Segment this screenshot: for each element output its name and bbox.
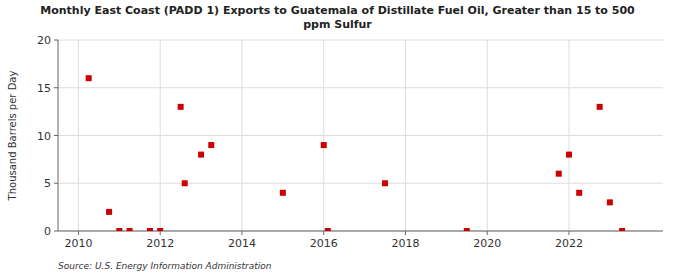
x-tick-label: 2016 xyxy=(310,237,338,250)
x-tick xyxy=(241,231,242,235)
y-grid-line xyxy=(58,183,663,184)
y-tick-label: 15 xyxy=(37,82,51,95)
chart-svg: Monthly East Coast (PADD 1) Exports to G… xyxy=(0,0,675,275)
title-line: ppm Sulfur xyxy=(303,18,372,31)
x-tick xyxy=(405,231,406,235)
title-line: Monthly East Coast (PADD 1) Exports to G… xyxy=(40,4,635,17)
y-tick-label: 20 xyxy=(37,34,51,47)
point xyxy=(178,104,184,110)
x-tick-label: 2018 xyxy=(391,237,419,250)
y-grid-line xyxy=(58,40,663,41)
point xyxy=(106,209,112,215)
point xyxy=(208,142,214,148)
y-axis-label: Thousand Barrels per Day xyxy=(7,71,18,202)
point xyxy=(198,152,204,158)
x-tick xyxy=(78,231,79,235)
point xyxy=(464,228,470,231)
point xyxy=(325,228,331,231)
background xyxy=(0,0,675,275)
point xyxy=(382,180,388,186)
source-note: Source: U.S. Energy Information Administ… xyxy=(58,261,272,271)
point xyxy=(86,75,92,81)
grid xyxy=(58,40,663,231)
points xyxy=(86,75,625,231)
point xyxy=(157,228,163,231)
x-tick-label: 2020 xyxy=(473,237,501,250)
y-tick xyxy=(54,135,58,136)
point xyxy=(597,104,603,110)
point xyxy=(321,142,327,148)
axes: 2010 2012 2014 2016 2018 2020 2022 0 5 10 15 20 xyxy=(37,34,663,250)
x-tick-label: 2014 xyxy=(228,237,256,250)
point xyxy=(607,199,613,205)
point xyxy=(147,228,153,231)
point xyxy=(576,190,582,196)
y-grid-line xyxy=(58,87,663,88)
y-tick-label: 0 xyxy=(44,225,51,238)
y-tick-label: 10 xyxy=(37,130,51,143)
y-tick xyxy=(54,40,58,41)
point xyxy=(182,180,188,186)
y-grid-line xyxy=(58,135,663,136)
x-tick xyxy=(160,231,161,235)
point xyxy=(280,190,286,196)
point xyxy=(556,171,562,177)
title: Monthly East Coast (PADD 1) Exports to G… xyxy=(40,4,635,31)
x-tick-label: 2010 xyxy=(64,237,92,250)
point xyxy=(116,228,122,231)
x-tick-label: 2022 xyxy=(555,237,583,250)
x-tick-label: 2012 xyxy=(146,237,174,250)
y-tick-label: 5 xyxy=(44,177,51,190)
x-tick xyxy=(487,231,488,235)
point xyxy=(619,228,625,231)
y-tick xyxy=(54,231,58,232)
point xyxy=(127,228,133,231)
point xyxy=(566,152,572,158)
y-axis-line xyxy=(58,40,59,231)
y-tick xyxy=(54,87,58,88)
chart-container: Monthly East Coast (PADD 1) Exports to G… xyxy=(0,0,675,275)
x-tick xyxy=(568,231,569,235)
y-tick xyxy=(54,183,58,184)
x-tick xyxy=(323,231,324,235)
